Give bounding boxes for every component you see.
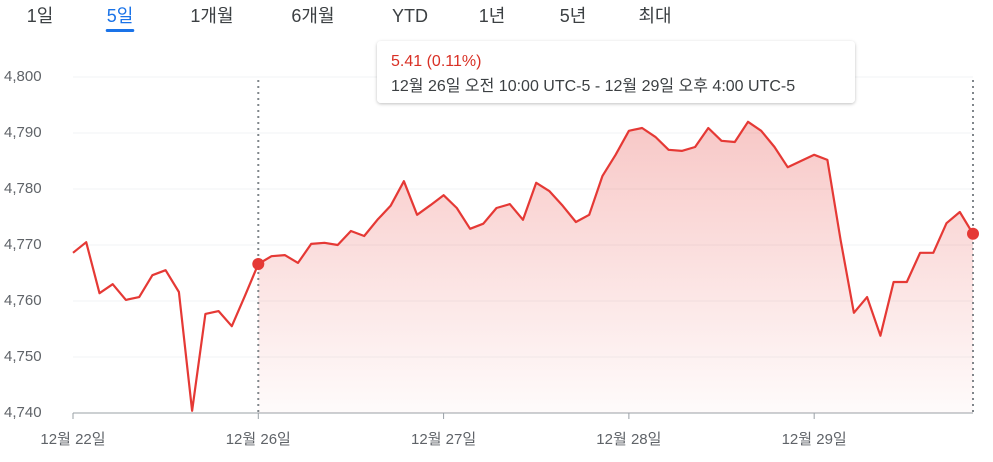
plot: 4,740 4,750 4,760 4,770 4,780 4,790 4,800 12월 2… <box>4 68 979 448</box>
range-tab[interactable]: 5일 <box>107 6 134 26</box>
y-tick-label: 4,770 <box>4 236 42 253</box>
selection-point <box>967 227 979 240</box>
y-tick-label: 4,750 <box>4 348 42 365</box>
y-tick-label: 4,800 <box>4 68 42 85</box>
tooltip-change: 5.41 (0.11%) <box>391 53 481 70</box>
range-tab[interactable]: 6개월 <box>291 6 334 26</box>
selection-area <box>258 121 973 414</box>
y-tick-label: 4,790 <box>4 124 42 141</box>
x-tick-label: 12월 27일 <box>411 431 476 448</box>
range-tabs: 1일 5일 1개월 6개월 YTD 1년 5년 최대 <box>27 6 672 32</box>
y-tick-label: 4,740 <box>4 404 42 421</box>
tooltip-box <box>377 41 855 103</box>
x-tick-label: 12월 28일 <box>596 431 661 448</box>
x-tick-label: 12월 29일 <box>782 431 847 448</box>
range-tab[interactable]: YTD <box>392 6 428 26</box>
range-tab[interactable]: 1개월 <box>190 6 233 26</box>
selection-point <box>252 258 265 271</box>
x-tick-label: 12월 22일 <box>40 431 105 448</box>
y-tick-label: 4,760 <box>4 292 42 309</box>
x-tick-label: 12월 26일 <box>226 431 291 448</box>
tooltip-range: 12월 26일 오전 10:00 UTC-5 - 12월 29일 오후 4:00… <box>391 77 795 95</box>
tooltip: 5.41 (0.11%) 12월 26일 오전 10:00 UTC-5 - 12… <box>377 41 855 103</box>
y-tick-label: 4,780 <box>4 180 42 197</box>
active-tab-underline <box>105 29 135 32</box>
range-tab[interactable]: 최대 <box>638 6 671 26</box>
range-tab[interactable]: 1일 <box>27 6 54 26</box>
range-tab[interactable]: 1년 <box>479 6 506 26</box>
range-tab[interactable]: 5년 <box>560 6 587 26</box>
price-line <box>72 120 974 412</box>
